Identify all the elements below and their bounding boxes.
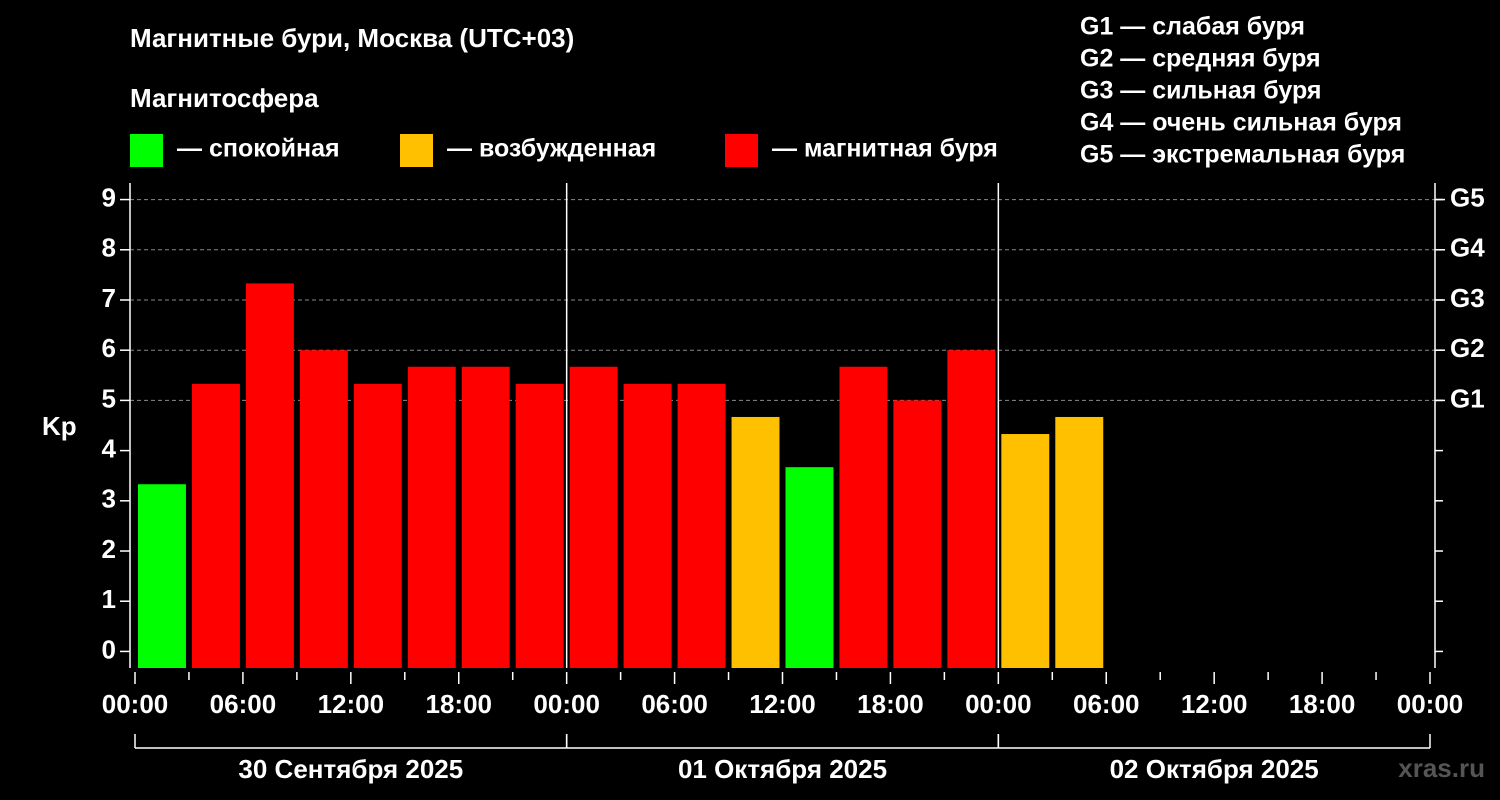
y2-tick-label: G5	[1450, 182, 1485, 212]
y2-tick-label: G4	[1450, 233, 1485, 263]
day-label: 30 Сентября 2025	[238, 754, 463, 784]
bar	[677, 383, 726, 668]
chart-title: Магнитные бури, Москва (UTC+03)	[130, 23, 574, 53]
bar	[353, 383, 402, 668]
x-tick-label: 18:00	[426, 689, 493, 719]
bar	[623, 383, 672, 668]
y-axis-label: Kp	[42, 411, 77, 441]
scale-note: G2 — средняя буря	[1080, 45, 1321, 73]
y-tick-label: 5	[102, 383, 116, 413]
legend-label: — магнитная буря	[772, 135, 998, 163]
bar	[893, 400, 942, 668]
y-tick-label: 4	[102, 433, 117, 463]
legend-swatch	[130, 134, 163, 167]
scale-note: G1 — слабая буря	[1080, 13, 1305, 41]
y2-tick-label: G1	[1450, 383, 1485, 413]
y-tick-label: 3	[102, 484, 116, 514]
x-tick-label: 12:00	[749, 689, 816, 719]
bar	[515, 383, 564, 668]
bar	[839, 366, 888, 668]
bar	[1001, 434, 1050, 668]
y-tick-label: 2	[102, 534, 116, 564]
bar	[1055, 416, 1104, 668]
bar	[138, 484, 186, 668]
legend-label: — спокойная	[177, 135, 340, 163]
y-tick-label: 6	[102, 333, 116, 363]
y-tick-label: 1	[102, 584, 116, 614]
day-label: 02 Октября 2025	[1110, 754, 1319, 784]
scale-note: G5 — экстремальная буря	[1080, 141, 1405, 169]
x-tick-label: 12:00	[318, 689, 385, 719]
subtitle: Магнитосфера	[130, 83, 319, 113]
x-tick-label: 06:00	[210, 689, 277, 719]
y-tick-label: 8	[102, 233, 116, 263]
bar	[299, 350, 348, 668]
x-tick-label: 18:00	[1289, 689, 1356, 719]
x-tick-label: 12:00	[1181, 689, 1248, 719]
x-tick-label: 00:00	[102, 689, 169, 719]
bar	[191, 383, 240, 668]
bar	[947, 350, 996, 668]
legend-swatch	[400, 134, 433, 167]
bar	[785, 467, 834, 668]
y-tick-label: 0	[102, 634, 116, 664]
x-tick-label: 00:00	[1397, 689, 1464, 719]
legend-swatch	[725, 134, 758, 167]
y-tick-label: 7	[102, 283, 116, 313]
scale-note: G4 — очень сильная буря	[1080, 109, 1402, 137]
x-tick-label: 18:00	[857, 689, 924, 719]
bar	[245, 283, 294, 668]
x-tick-label: 00:00	[965, 689, 1032, 719]
y2-tick-label: G3	[1450, 283, 1485, 313]
x-tick-label: 06:00	[641, 689, 708, 719]
y-tick-label: 9	[102, 182, 116, 212]
scale-note: G3 — сильная буря	[1080, 77, 1322, 105]
bar	[731, 416, 780, 668]
watermark: xras.ru	[1398, 753, 1485, 783]
day-label: 01 Октября 2025	[678, 754, 887, 784]
x-tick-label: 00:00	[533, 689, 600, 719]
x-tick-label: 06:00	[1073, 689, 1140, 719]
bar	[461, 366, 510, 668]
bar	[569, 366, 618, 668]
y2-tick-label: G2	[1450, 333, 1485, 363]
bar	[407, 366, 456, 668]
legend-label: — возбужденная	[447, 135, 656, 163]
